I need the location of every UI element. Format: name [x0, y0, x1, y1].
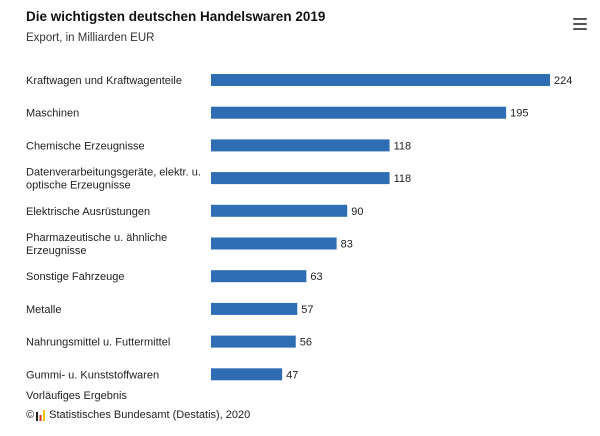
bar-chart: Kraftwagen und Kraftwagenteile 224 Maschin… [26, 74, 572, 381]
chart-title: Die wichtigsten deutschen Handelswaren 2… [26, 9, 326, 24]
bar[interactable] [211, 368, 283, 381]
bar[interactable] [211, 335, 296, 348]
category-label: Kraftwagen und Kraftwagenteile [26, 75, 182, 87]
copyright-symbol: © [26, 409, 35, 421]
hamburger-menu-icon[interactable] [573, 18, 587, 30]
value-label: 224 [554, 75, 572, 87]
category-label: Gummi- u. Kunststoffwaren [26, 369, 159, 381]
destatis-logo-icon [36, 409, 46, 421]
bar[interactable] [211, 270, 307, 283]
category-label-line: Maschinen [26, 108, 79, 120]
bar[interactable] [211, 74, 550, 86]
category-label: Pharmazeutische u. ähnliche Erzeugnisse [26, 232, 167, 257]
value-label: 83 [341, 239, 353, 251]
value-label: 195 [510, 108, 528, 120]
value-label: 118 [394, 173, 412, 185]
credit-text: Statistisches Bundesamt (Destatis), 2020 [49, 409, 251, 421]
bar[interactable] [211, 204, 348, 217]
value-label: 90 [351, 206, 363, 218]
category-label-line: Elektrische Ausrüstungen [26, 206, 150, 218]
value-label: 57 [301, 304, 313, 316]
bar[interactable] [211, 106, 507, 119]
value-label: 118 [394, 140, 412, 152]
category-label-line: Pharmazeutische u. ähnliche [26, 232, 167, 244]
category-label: Chemische Erzeugnisse [26, 140, 145, 152]
category-label: Sonstige Fahrzeuge [26, 271, 124, 283]
category-label-line: optische Erzeugnisse [26, 180, 131, 192]
bar[interactable] [211, 139, 390, 152]
category-label-line: Datenverarbeitungsgeräte, elektr. u. [26, 167, 201, 179]
category-label: Nahrungsmittel u. Futtermittel [26, 337, 170, 349]
bar[interactable] [211, 237, 337, 250]
bar[interactable] [211, 302, 298, 315]
value-label: 63 [310, 271, 322, 283]
category-label-line: Gummi- u. Kunststoffwaren [26, 369, 159, 381]
category-label-line: Kraftwagen und Kraftwagenteile [26, 75, 182, 87]
category-label-line: Metalle [26, 304, 61, 316]
category-label-line: Chemische Erzeugnisse [26, 140, 145, 152]
category-label-line: Erzeugnisse [26, 245, 87, 257]
category-label: Maschinen [26, 108, 79, 120]
category-label-line: Nahrungsmittel u. Futtermittel [26, 337, 170, 349]
category-label-line: Sonstige Fahrzeuge [26, 271, 124, 283]
value-label: 47 [286, 369, 298, 381]
value-label: 56 [300, 337, 312, 349]
category-label: Datenverarbeitungsgeräte, elektr. u. opti… [26, 167, 201, 192]
category-label: Metalle [26, 304, 61, 316]
bar[interactable] [211, 172, 390, 185]
category-label: Elektrische Ausrüstungen [26, 206, 150, 218]
chart-subtitle: Export, in Milliarden EUR [26, 32, 155, 44]
footnote: Vorläufiges Ergebnis [26, 390, 127, 402]
source-credit: © Statistisches Bundesamt (Destatis), 20… [26, 409, 250, 421]
